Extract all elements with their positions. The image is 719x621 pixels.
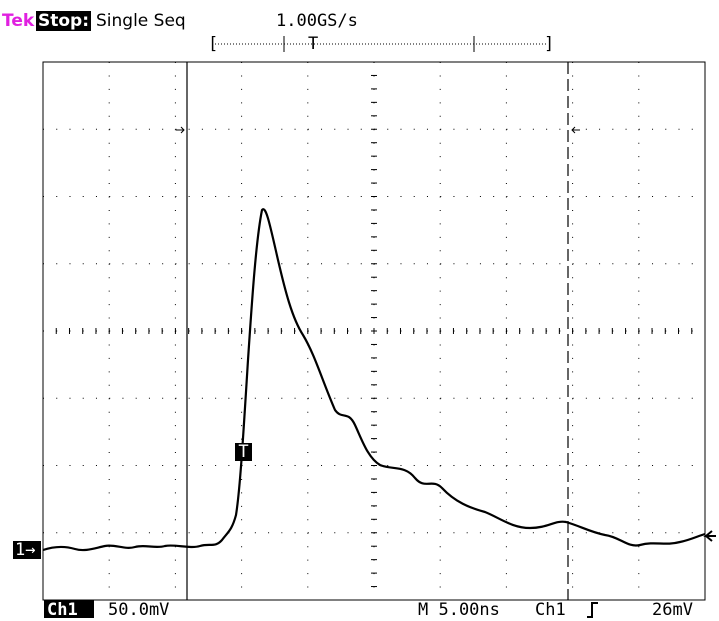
acq-mode: Single Seq	[96, 11, 186, 31]
trigger-point: T	[238, 442, 248, 462]
trigger-position: T	[308, 34, 318, 54]
trigger-source: Ch1	[535, 600, 566, 620]
waveform	[42, 208, 706, 552]
status-box	[36, 11, 91, 31]
channel-box	[44, 600, 94, 618]
bracket-left: [	[208, 34, 218, 54]
trigger-level: 26mV	[652, 600, 693, 620]
channel-ground: 1→	[15, 540, 35, 560]
ground-box	[13, 541, 41, 559]
cursor-arrow	[571, 126, 580, 134]
sample-rate: 1.00GS/s	[276, 11, 358, 31]
graticule	[42, 61, 706, 601]
vertical-scale: 50.0mV	[108, 600, 169, 620]
timebase: M 5.00ns	[418, 600, 500, 620]
trigger-slope	[587, 602, 598, 618]
brand: Tek	[2, 11, 35, 31]
channel: Ch1	[47, 600, 78, 620]
trigger-level-arrow	[703, 530, 716, 542]
cursor-arrow	[176, 126, 185, 134]
bracket-right: ]	[544, 34, 554, 54]
status: Stop:	[38, 11, 89, 31]
trigger-point-box	[235, 443, 252, 461]
